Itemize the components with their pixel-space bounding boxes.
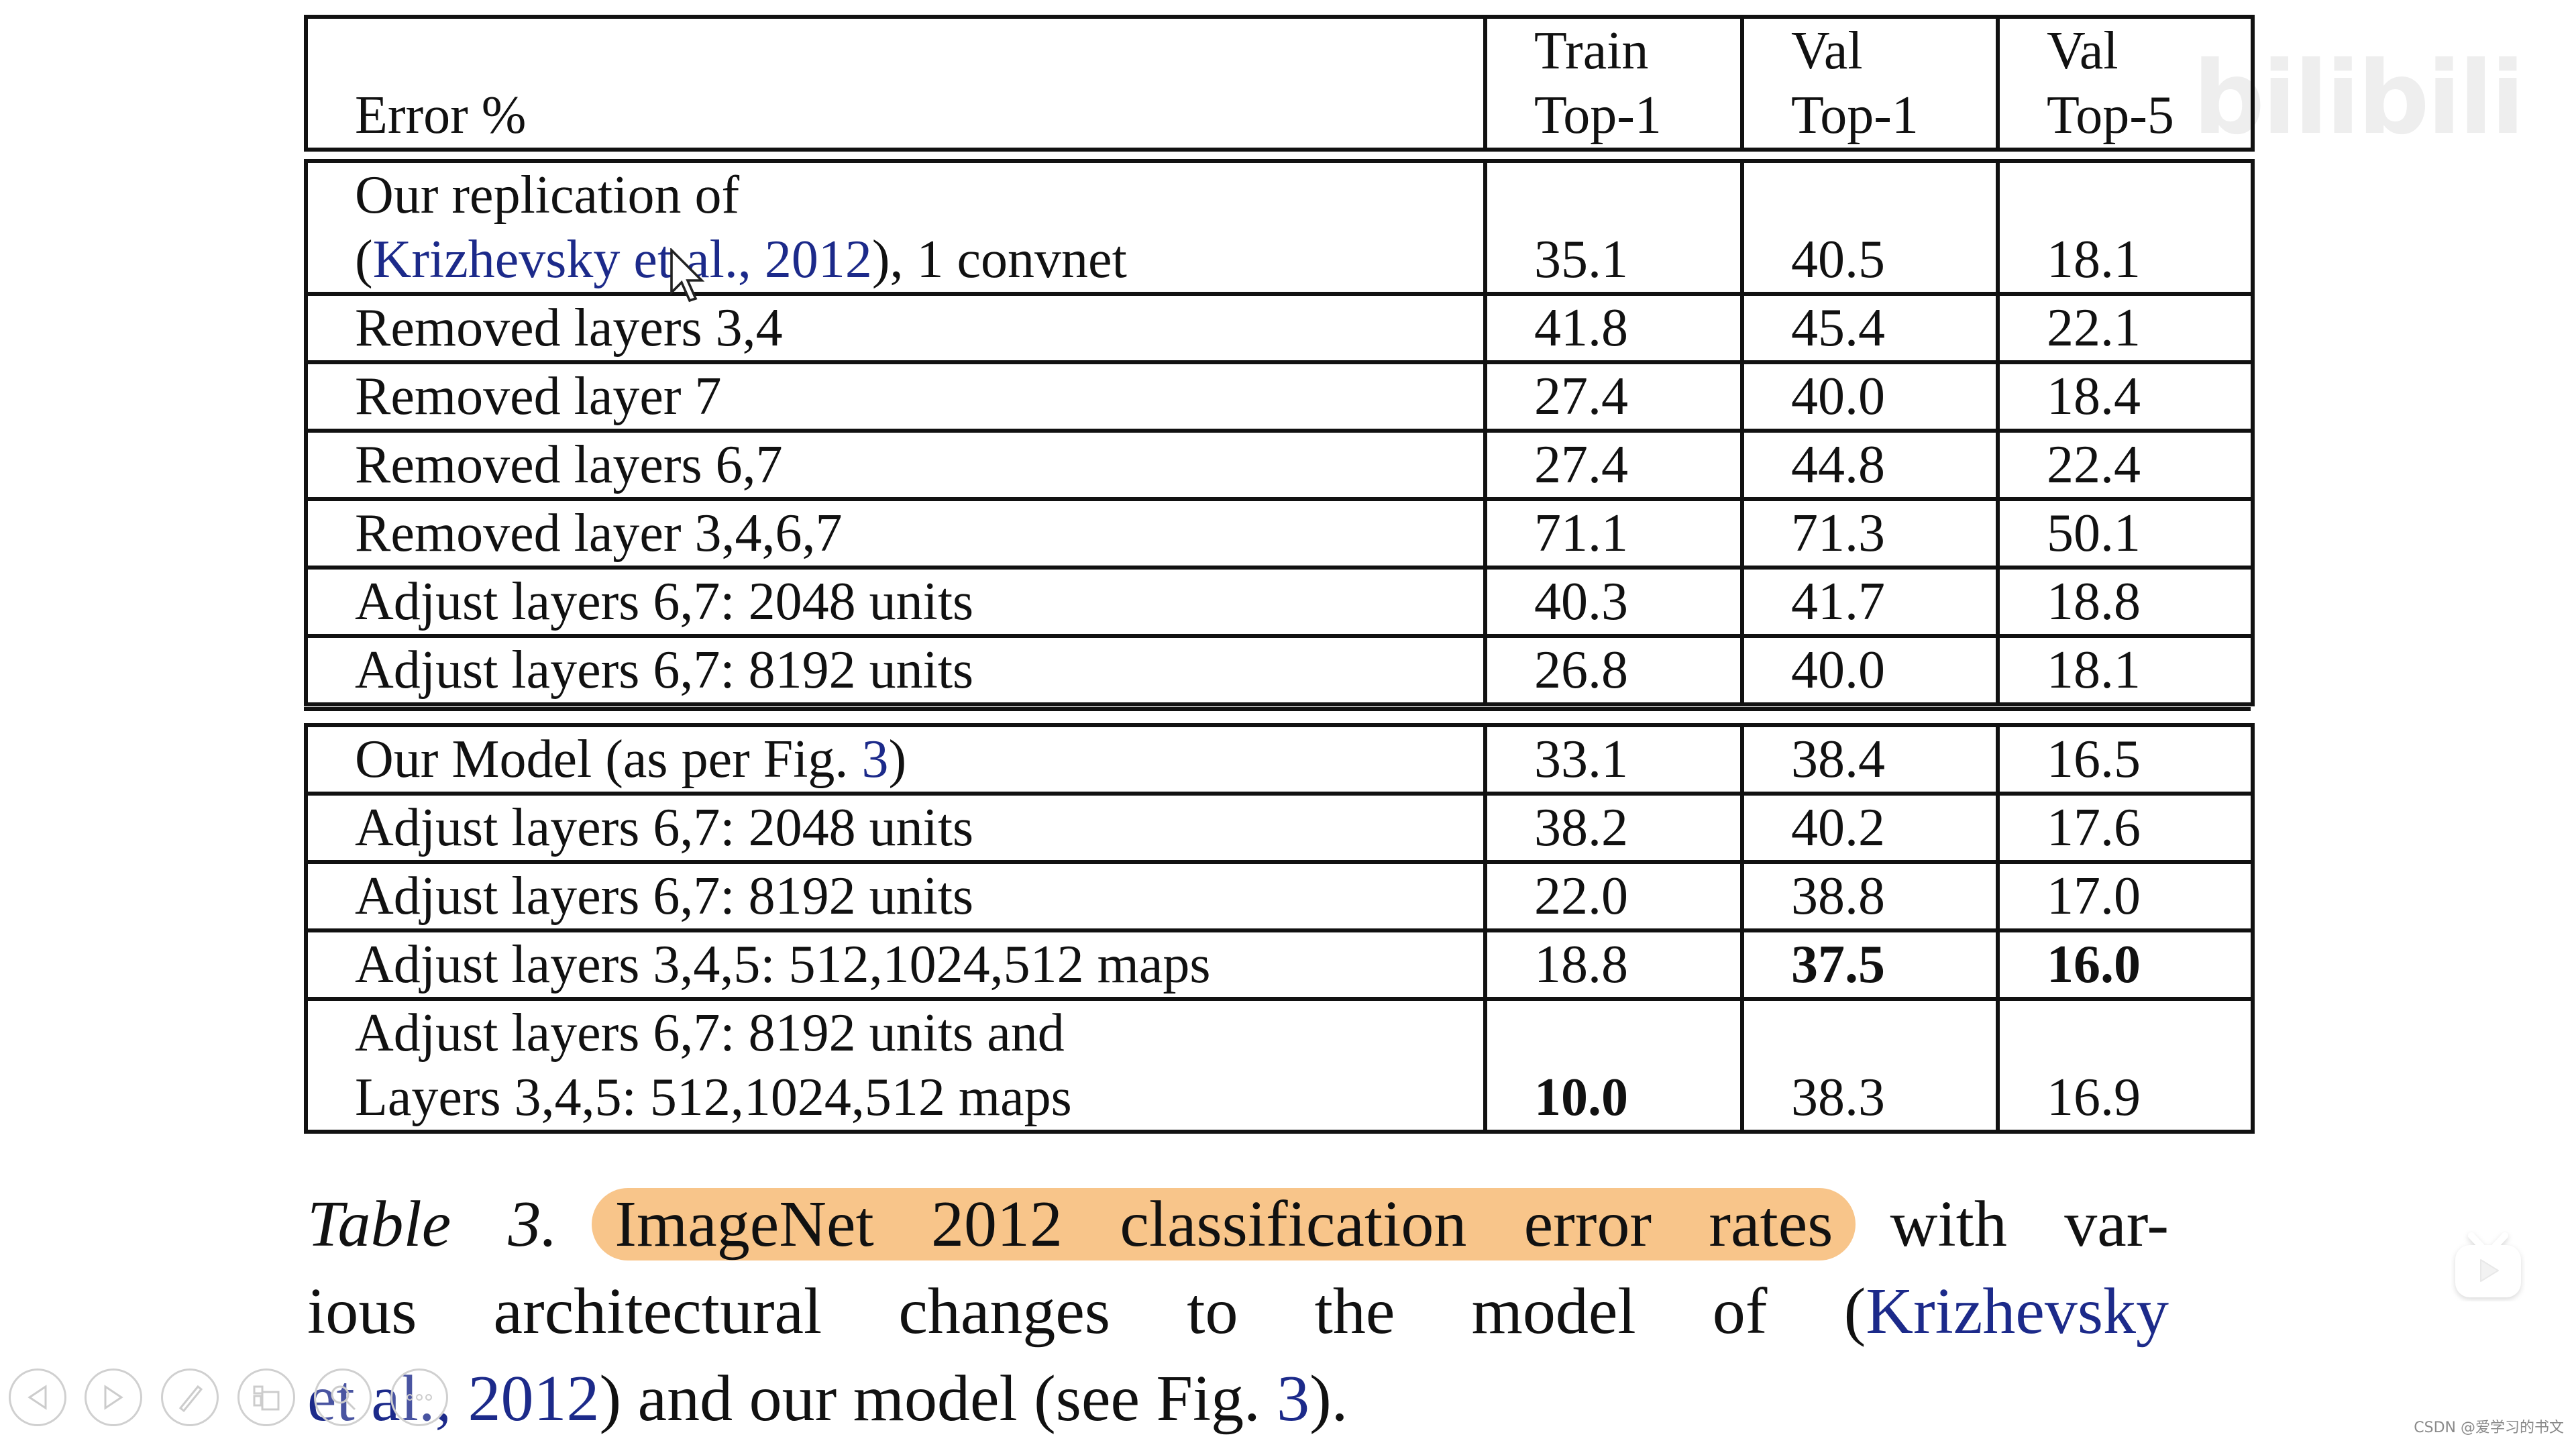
val-top1-best: 37.5	[1740, 928, 2000, 1001]
figure-link[interactable]: 3	[1277, 1362, 1310, 1435]
slides-icon	[253, 1385, 280, 1411]
citation-link[interactable]: Krizhevsky	[1866, 1275, 2169, 1348]
val-top5: 18.1	[1996, 159, 2255, 296]
next-icon	[104, 1385, 123, 1410]
val-top5: 16.9	[1996, 997, 2255, 1134]
table-row: Removed layers 6,7 27.4 44.8 22.4	[304, 429, 2255, 501]
table-row: Adjust layers 6,7: 8192 units 22.0 38.8 …	[304, 860, 2255, 932]
bilibili-tv-icon[interactable]	[2451, 1228, 2525, 1301]
val-top1: 45.4	[1740, 292, 2000, 364]
row-label: Adjust layers 3,4,5: 512,1024,512 maps	[304, 928, 1487, 1001]
val-top1: 38.8	[1740, 860, 2000, 932]
train-top1: 27.4	[1483, 360, 1744, 433]
row-label: Adjust layers 6,7: 2048 units	[304, 566, 1487, 638]
mouse-cursor-icon	[670, 248, 705, 303]
row-label: Adjust layers 6,7: 8192 units and Layers …	[304, 997, 1487, 1134]
val-top5: 18.8	[1996, 566, 2255, 638]
val-top5-best: 16.0	[1996, 928, 2255, 1001]
csdn-credit: CSDN @爱学习的书文	[2414, 1419, 2564, 1436]
val-top5: 17.0	[1996, 860, 2255, 932]
prev-slide-button[interactable]	[9, 1368, 66, 1426]
row-label: Adjust layers 6,7: 8192 units	[304, 634, 1487, 706]
train-top1: 35.1	[1483, 159, 1744, 296]
header-val-top1: Val Top-1	[1740, 15, 2000, 152]
train-top1: 18.8	[1483, 928, 1744, 1001]
table-block-our-model: Our Model (as per Fig. 3) 33.1 38.4 16.5…	[304, 723, 2255, 1134]
train-top1: 38.2	[1483, 792, 1744, 864]
val-top1: 38.3	[1740, 997, 2000, 1134]
table-row: Adjust layers 6,7: 2048 units 38.2 40.2 …	[304, 792, 2255, 864]
table-row: Removed layer 3,4,6,7 71.1 71.3 50.1	[304, 497, 2255, 570]
row-label: Removed layer 7	[304, 360, 1487, 433]
pen-icon	[178, 1385, 203, 1412]
val-top1: 71.3	[1740, 497, 2000, 570]
val-top1: 40.2	[1740, 792, 2000, 864]
val-top5: 18.4	[1996, 360, 2255, 433]
zoom-button[interactable]	[314, 1368, 372, 1426]
val-top5: 22.4	[1996, 429, 2255, 501]
val-top1: 41.7	[1740, 566, 2000, 638]
table-row: Our replication of (Krizhevsky et al., 2…	[304, 159, 2255, 296]
table-header: Error % Train Top-1 Val Top-1 Val Top-5	[304, 15, 2255, 152]
caption-label: Table 3.	[307, 1188, 558, 1260]
train-top1: 71.1	[1483, 497, 1744, 570]
table-row: Our Model (as per Fig. 3) 33.1 38.4 16.5	[304, 723, 2255, 796]
train-top1: 41.8	[1483, 292, 1744, 364]
header-train-top1: Train Top-1	[1483, 15, 1744, 152]
header-val-top5: Val Top-5	[1996, 15, 2255, 152]
val-top1: 38.4	[1740, 723, 2000, 796]
row-label: Removed layers 6,7	[304, 429, 1487, 501]
table-row: Adjust layers 3,4,5: 512,1024,512 maps 1…	[304, 928, 2255, 1001]
table-block-krizhevsky: Our replication of (Krizhevsky et al., 2…	[304, 159, 2255, 706]
figure-link[interactable]: 3	[861, 730, 889, 789]
zoom-icon	[331, 1385, 356, 1411]
val-top5: 50.1	[1996, 497, 2255, 570]
header-error: Error %	[304, 15, 1487, 152]
val-top1: 40.5	[1740, 159, 2000, 296]
train-top1-best: 10.0	[1483, 997, 1744, 1134]
train-top1: 22.0	[1483, 860, 1744, 932]
table-row: Adjust layers 6,7: 8192 units 26.8 40.0 …	[304, 634, 2255, 706]
table-divider	[304, 707, 2251, 711]
val-top1: 40.0	[1740, 634, 2000, 706]
val-top1: 40.0	[1740, 360, 2000, 433]
val-top1: 44.8	[1740, 429, 2000, 501]
row-label: Our Model (as per Fig. 3)	[304, 723, 1487, 796]
train-top1: 33.1	[1483, 723, 1744, 796]
row-label: Removed layer 3,4,6,7	[304, 497, 1487, 570]
table-row: Adjust layers 6,7: 8192 units and Layers …	[304, 997, 2255, 1134]
row-label: Our replication of (Krizhevsky et al., 2…	[304, 159, 1487, 296]
slides-button[interactable]	[237, 1368, 295, 1426]
val-top5: 17.6	[1996, 792, 2255, 864]
caption-highlight: ImageNet 2012 classification error rates	[592, 1188, 1856, 1260]
val-top5: 18.1	[1996, 634, 2255, 706]
train-top1: 40.3	[1483, 566, 1744, 638]
train-top1: 27.4	[1483, 429, 1744, 501]
prev-icon	[28, 1385, 47, 1410]
table-row: Adjust layers 6,7: 2048 units 40.3 41.7 …	[304, 566, 2255, 638]
pen-button[interactable]	[161, 1368, 219, 1426]
next-slide-button[interactable]	[85, 1368, 142, 1426]
table-caption: Table 3. ImageNet 2012 classification er…	[307, 1188, 2169, 1435]
more-icon	[407, 1394, 432, 1401]
more-button[interactable]	[390, 1368, 448, 1426]
val-top5: 16.5	[1996, 723, 2255, 796]
row-label: Adjust layers 6,7: 2048 units	[304, 792, 1487, 864]
row-label: Removed layers 3,4	[304, 292, 1487, 364]
table-row: Removed layers 3,4 41.8 45.4 22.1	[304, 292, 2255, 364]
val-top5: 22.1	[1996, 292, 2255, 364]
train-top1: 26.8	[1483, 634, 1744, 706]
citation-link[interactable]: Krizhevsky et al., 2012	[372, 230, 872, 289]
table-row: Removed layer 7 27.4 40.0 18.4	[304, 360, 2255, 433]
row-label: Adjust layers 6,7: 8192 units	[304, 860, 1487, 932]
